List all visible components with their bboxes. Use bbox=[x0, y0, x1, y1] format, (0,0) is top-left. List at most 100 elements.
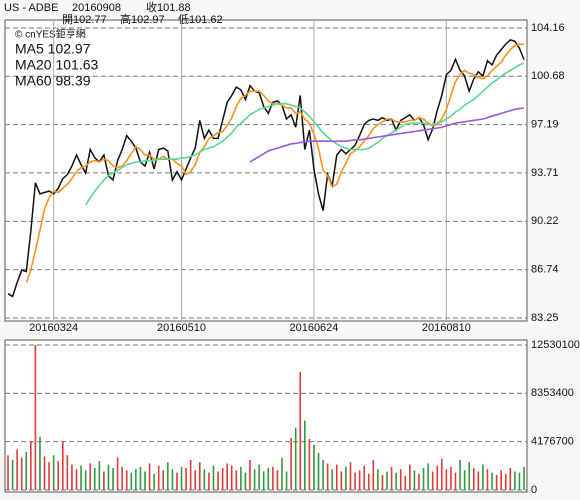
volume-bar bbox=[226, 463, 228, 490]
volume-bar bbox=[153, 473, 155, 490]
volume-bar bbox=[486, 469, 489, 490]
volume-bar bbox=[135, 469, 137, 490]
volume-bar bbox=[459, 459, 461, 490]
close-price: 收101.88 bbox=[146, 0, 191, 14]
date: 20160908 bbox=[72, 2, 121, 14]
volume-bar bbox=[431, 471, 434, 490]
volume-bar bbox=[422, 468, 425, 490]
volume-bar bbox=[354, 472, 356, 490]
volume-bar bbox=[189, 459, 192, 490]
volume-bar bbox=[39, 436, 41, 490]
volume-bar bbox=[340, 471, 343, 490]
volume-bar bbox=[308, 439, 311, 490]
volume-bar bbox=[16, 449, 18, 490]
y-tick-label: 12530100 bbox=[531, 339, 580, 351]
y-tick-label: 90.22 bbox=[531, 215, 559, 227]
volume-bar bbox=[107, 464, 110, 490]
volume-bar bbox=[221, 468, 224, 490]
volume-bar bbox=[386, 471, 388, 490]
volume-bar bbox=[504, 473, 507, 490]
volume-bar bbox=[258, 464, 260, 490]
volume-bar bbox=[299, 371, 302, 490]
volume-bar bbox=[523, 466, 525, 490]
volume-bar bbox=[30, 441, 32, 490]
volume-bar bbox=[363, 465, 365, 490]
y-tick-label: 4176700 bbox=[531, 436, 574, 448]
volume-bar bbox=[89, 463, 91, 490]
volume-bar bbox=[285, 471, 288, 490]
volume-bar bbox=[409, 464, 411, 490]
volume-bar bbox=[57, 461, 60, 490]
volume-bar bbox=[427, 463, 429, 490]
volume-bar bbox=[66, 455, 69, 490]
volume-bar bbox=[390, 466, 393, 490]
volume-bar bbox=[25, 451, 28, 490]
volume-bar bbox=[71, 464, 73, 490]
volume-bar bbox=[272, 466, 274, 490]
y-tick-label: 97.19 bbox=[531, 119, 559, 131]
volume-bar bbox=[418, 473, 420, 490]
volume-bar bbox=[399, 469, 402, 490]
volume-bar bbox=[450, 466, 452, 490]
y-tick-label: 86.74 bbox=[531, 264, 559, 276]
volume-bar bbox=[176, 472, 178, 490]
y-tick-label: 8353400 bbox=[531, 387, 574, 399]
high-price: 高102.97 bbox=[120, 12, 165, 26]
volume-bar bbox=[463, 470, 466, 490]
volume-bar bbox=[75, 469, 78, 490]
volume-bar bbox=[103, 471, 105, 490]
volume-bar bbox=[84, 470, 87, 490]
volume-bar bbox=[217, 471, 219, 490]
volume-bar bbox=[48, 462, 50, 490]
volume-bar bbox=[404, 476, 407, 490]
volume-bar bbox=[262, 471, 265, 490]
volume-bar bbox=[253, 469, 256, 490]
volume-bar bbox=[52, 455, 55, 490]
legend-entry: MA20 101.63 bbox=[15, 57, 98, 73]
volume-bar bbox=[212, 465, 215, 490]
volume-bar bbox=[198, 462, 201, 490]
volume-bar bbox=[276, 470, 279, 490]
x-tick-label: 20160510 bbox=[157, 322, 206, 334]
y-tick-label: 104.16 bbox=[531, 22, 565, 34]
volume-bar bbox=[304, 420, 306, 490]
volume-bar bbox=[326, 463, 329, 490]
volume-bar bbox=[454, 472, 457, 490]
volume-bar bbox=[294, 427, 297, 490]
volume-bar bbox=[349, 462, 352, 490]
volume-bar bbox=[281, 457, 283, 490]
volume-bar bbox=[157, 465, 160, 490]
open-price: 開102.77 bbox=[62, 13, 107, 26]
volume-bar bbox=[335, 464, 338, 490]
volume-bar bbox=[180, 466, 183, 490]
volume-bar bbox=[313, 444, 315, 490]
volume-bar bbox=[518, 472, 521, 490]
volume-bar bbox=[482, 464, 484, 490]
y-tick-label: 0 bbox=[531, 484, 537, 496]
volume-bar bbox=[240, 466, 242, 490]
volume-bar bbox=[317, 452, 320, 490]
volume-bar bbox=[171, 469, 174, 490]
volume-bar bbox=[235, 470, 238, 490]
volume-bar bbox=[367, 473, 370, 490]
volume-bar bbox=[477, 471, 480, 490]
volume-bar bbox=[472, 468, 475, 490]
volume-bar bbox=[185, 468, 187, 490]
volume-bar bbox=[244, 472, 247, 490]
volume-bar bbox=[495, 474, 498, 490]
volume-bar bbox=[491, 472, 493, 490]
y-tick-label: 100.68 bbox=[531, 70, 565, 82]
volume-bar bbox=[125, 470, 128, 490]
volume-bar bbox=[116, 457, 119, 490]
volume-bar bbox=[34, 345, 37, 490]
price-line bbox=[84, 62, 525, 206]
volume-bar bbox=[509, 468, 512, 490]
volume-bar bbox=[500, 470, 502, 490]
volume-bar bbox=[167, 462, 169, 490]
x-tick-label: 20160624 bbox=[289, 322, 338, 334]
volume-bar bbox=[20, 457, 23, 490]
volume-panel bbox=[4, 339, 528, 493]
volume-bar bbox=[194, 470, 197, 490]
volume-bar bbox=[249, 459, 251, 490]
volume-bar bbox=[208, 472, 210, 490]
